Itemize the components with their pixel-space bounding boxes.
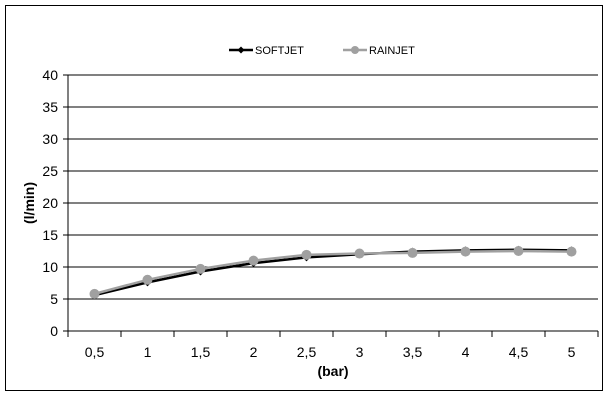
data-point (301, 249, 312, 260)
x-tick-label: 5 (568, 344, 576, 360)
x-tick-label: 1,5 (191, 344, 211, 360)
series-group (89, 245, 577, 300)
y-tick-label: 40 (42, 67, 58, 83)
legend-item-rainjet: RAINJET (343, 45, 415, 57)
legend-label: RAINJET (369, 45, 415, 57)
data-point (195, 263, 206, 274)
x-tick-label: 4,5 (509, 344, 529, 360)
y-tick-label: 20 (42, 195, 58, 211)
data-point (407, 247, 418, 258)
legend-label: SOFTJET (255, 45, 304, 57)
data-point (513, 246, 524, 256)
x-tick-label: 4 (462, 344, 470, 360)
y-tick-label: 25 (42, 163, 58, 179)
series-rainjet (89, 246, 577, 299)
x-axis-title: (bar) (317, 363, 348, 379)
gridlines (68, 74, 598, 300)
y-axis-title: (l/min) (21, 182, 37, 224)
legend: SOFTJET RAINJET (229, 45, 415, 57)
data-point (566, 246, 577, 257)
tick-labels: 0 5 10 15 20 25 30 35 40 0,5 1 1,5 2 2,5 3 3,5 4 4,5 5 (42, 67, 575, 360)
y-tick-label: 30 (42, 131, 58, 147)
x-tick-label: 3,5 (403, 344, 423, 360)
legend-item-softjet: SOFTJET (229, 45, 304, 57)
data-point (351, 46, 359, 54)
axes (63, 74, 599, 337)
y-tick-label: 10 (42, 259, 58, 275)
chart-frame (5, 5, 603, 391)
x-tick-label: 0,5 (85, 344, 105, 360)
data-point (354, 248, 365, 259)
y-tick-label: 0 (50, 323, 58, 339)
data-point (142, 274, 153, 285)
series-line (94, 249, 572, 296)
x-tick-label: 2 (250, 344, 258, 360)
x-tick-label: 3 (356, 344, 364, 360)
y-tick-label: 5 (50, 291, 58, 307)
data-point (460, 246, 471, 257)
y-tick-label: 35 (42, 99, 58, 115)
y-tick-label: 15 (42, 227, 58, 243)
data-point (248, 255, 259, 266)
data-point (89, 288, 100, 299)
data-point (237, 46, 245, 54)
x-tick-label: 2,5 (297, 344, 317, 360)
series-line (94, 248, 572, 297)
x-tick-label: 1 (144, 344, 152, 360)
